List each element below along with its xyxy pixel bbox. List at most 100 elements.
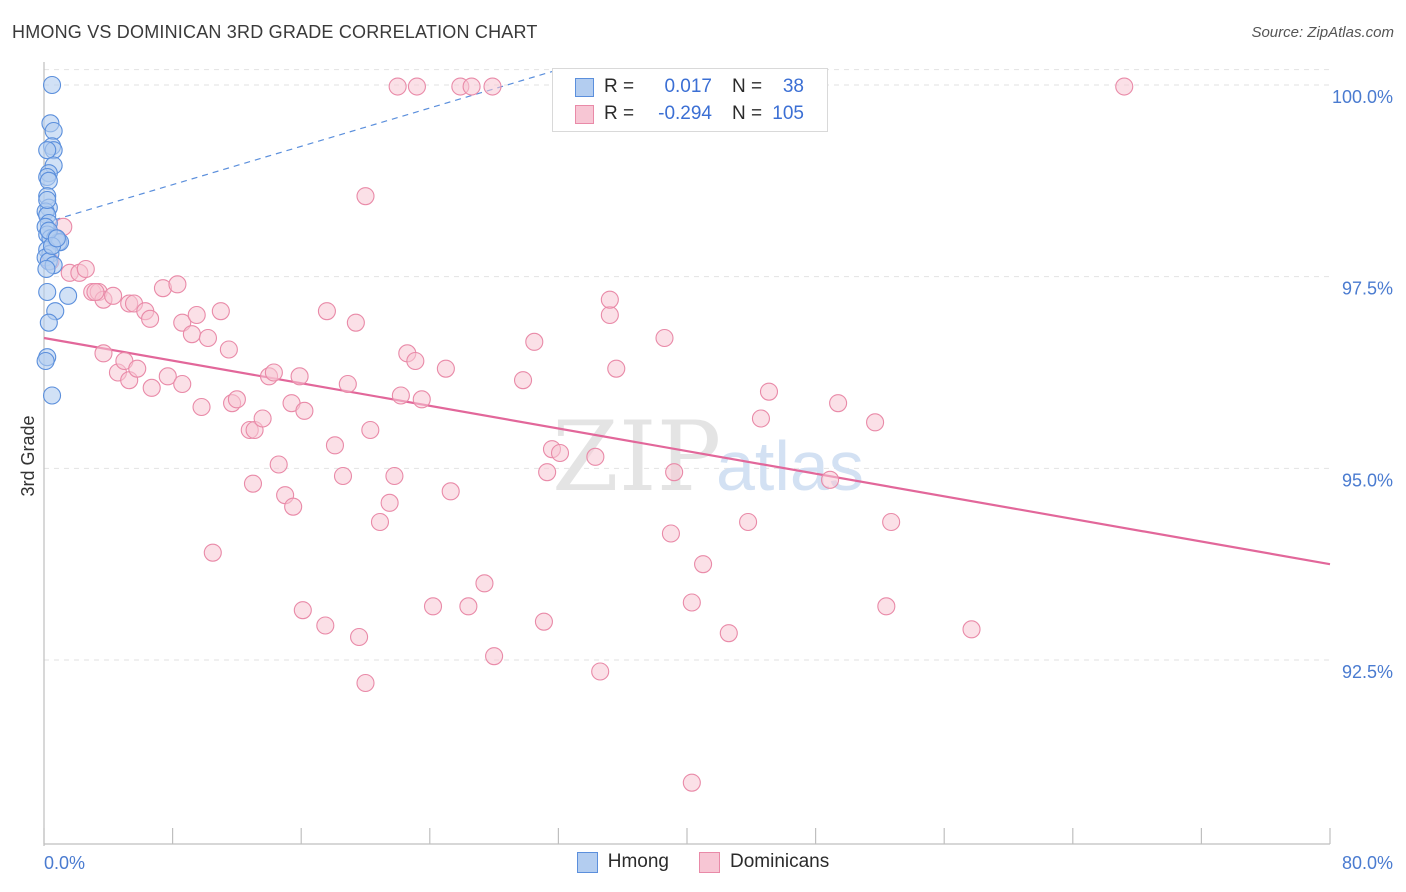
hmong-point [38,141,57,160]
trend-lines [43,69,1331,566]
dominicans-point [290,367,309,386]
grid-lines [44,69,1330,661]
dominicans-point [483,77,502,96]
dominicans-point [316,616,335,635]
dominicans-point [346,313,365,332]
dominicans-point [406,351,425,371]
legend-item-hmong[interactable]: Hmong [576,851,669,873]
dominicans-point [423,597,443,616]
dominicans-point [380,493,399,512]
dominicans-point [719,624,738,643]
r-label: R = [604,76,635,97]
dominicans-point [436,359,455,378]
dominicans-point [962,620,981,639]
dominicans-point [128,359,147,378]
hmong-point [47,229,66,248]
hmong-legend-swatch [576,851,598,873]
dominicans-point [269,455,288,474]
series-legend: Hmong Dominicans [0,851,1406,873]
dominicans-point [882,512,901,532]
legend-label-hmong: Hmong [607,851,669,872]
dominicans-point [295,401,314,420]
hmong-point [38,282,57,302]
legend-row-dominicans: R = -0.294 N = 105 [575,102,804,126]
dominicans-point [219,340,238,359]
dominicans-point [821,470,840,489]
dominicans-point [866,413,885,432]
y-tick-label: 95.0% [1342,470,1393,490]
dominicans-points [41,77,1134,792]
dominicans-point [485,647,504,666]
stats-legend: R = 0.017 N = 38 R = -0.294 N = 105 [552,68,828,132]
dominicans-point [694,555,713,574]
hmong-point [42,75,62,95]
dominicans-point [388,77,407,96]
dominicans-point [350,627,369,647]
dominicans-point [158,367,177,386]
y-tick-label: 97.5% [1342,279,1393,299]
dominicans-point [751,409,770,428]
n-label: N = [732,76,763,97]
hmong-point [36,351,55,371]
tick-labels: 92.5% 95.0% 97.5% 100.0% 0.0% 80.0% [44,87,1393,873]
dominicans-point [682,593,701,612]
dominicans-point [391,386,410,405]
dominicans-point [182,325,201,344]
dominicans-point [86,282,105,302]
hmong-point [39,171,58,190]
dominicans-point [1115,77,1134,96]
chart-title: HMONG VS DOMINICAN 3RD GRADE CORRELATION… [12,22,538,42]
dominicans-point [600,305,619,325]
legend-row-hmong: R = 0.017 N = 38 [575,75,804,99]
dominicans-point [361,420,380,440]
r-value: 0.017 [664,76,712,97]
dominicans-point [407,77,426,96]
dominicans-point [586,447,605,466]
y-tick-label: 100.0% [1332,87,1393,107]
hmong-point [38,190,57,210]
dominicans-point [317,302,336,321]
dominicans-point [829,394,848,413]
dominicans-point [525,332,544,351]
dominicans-point [198,328,218,348]
hmong-swatch [575,77,594,97]
dominicans-point [94,344,113,363]
y-tick-label: 92.5% [1342,662,1393,682]
dominicans-point [173,374,192,394]
dominicans-point [655,328,674,348]
n-label: N = [732,103,763,124]
dominicans-point [475,574,494,593]
y-axis-label: 3rd Grade [18,415,38,496]
hmong-points [36,75,78,405]
dominicans-point [203,543,222,562]
dominicans-point [591,662,610,681]
legend-item-dominicans[interactable]: Dominicans [698,851,830,873]
dominicans-point [370,512,390,532]
dominicans-point [607,359,626,378]
dominicans-point [356,187,375,206]
source-label: Source: ZipAtlas.com [1251,24,1394,41]
dominicans-point [661,524,680,543]
dominicans-point [550,443,570,463]
dominicans-point [333,466,353,486]
hmong-trend-line [43,69,559,224]
dominicans-point [264,363,283,382]
hmong-point [37,259,56,279]
dominicans-point [538,463,557,482]
dominicans-point [462,77,481,96]
x-tick-label: 0.0% [44,853,85,873]
dominicans-point [877,597,896,616]
n-value: 105 [772,103,804,124]
hmong-point [59,286,78,305]
r-value: -0.294 [658,103,712,124]
dominicans-point [192,397,211,417]
dominicans-point [534,612,553,631]
dominicans-trend-line [43,336,1331,566]
dominicans-point [600,290,619,309]
legend-label-dominicans: Dominicans [729,851,830,872]
r-label: R = [604,103,635,124]
dominicans-point [168,275,187,294]
dominicans-point [293,601,312,620]
dominicans-point [385,466,404,486]
